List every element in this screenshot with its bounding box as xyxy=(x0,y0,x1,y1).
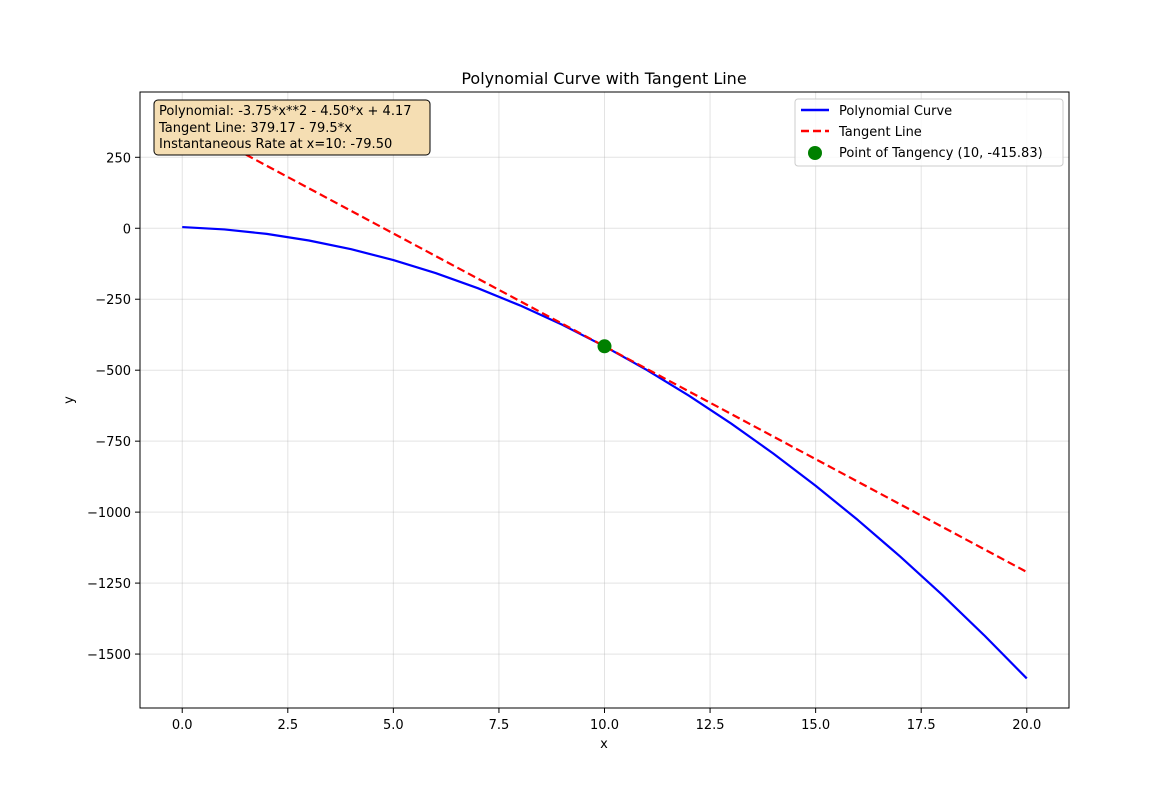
y-tick-label: −1250 xyxy=(87,577,131,592)
x-tick-label: 0.0 xyxy=(172,718,193,733)
y-tick-label: −1000 xyxy=(87,506,131,521)
series-layer xyxy=(181,119,1028,680)
legend: Polynomial Curve Tangent Line Point of T… xyxy=(794,98,1064,167)
x-tick-label: 7.5 xyxy=(489,718,510,733)
tangency-point xyxy=(597,339,612,354)
x-tick-label: 2.5 xyxy=(277,718,298,733)
x-tick-label: 12.5 xyxy=(696,718,725,733)
x-tick-label: 10.0 xyxy=(590,718,619,733)
legend-frame xyxy=(794,98,1064,167)
annotation-line-rate: Instantaneous Rate at x=10: -79.50 xyxy=(159,137,392,152)
y-tick-label: −750 xyxy=(95,435,131,450)
x-tick-label: 5.0 xyxy=(383,718,404,733)
annotation-box: Polynomial: -3.75*x**2 - 4.50*x + 4.17 T… xyxy=(153,99,431,156)
y-axis-label: y xyxy=(62,396,77,404)
y-tick-label: 0 xyxy=(123,222,131,237)
legend-label-tangent: Tangent Line xyxy=(838,125,922,140)
annotation-line-polynomial: Polynomial: -3.75*x**2 - 4.50*x + 4.17 xyxy=(159,104,412,119)
chart-title: Polynomial Curve with Tangent Line xyxy=(461,69,746,88)
x-tick-label: 20.0 xyxy=(1012,718,1041,733)
tangent-line xyxy=(181,119,1028,573)
y-tick-label: −250 xyxy=(95,293,131,308)
y-tick-label: −500 xyxy=(95,364,131,379)
x-tick-label: 17.5 xyxy=(907,718,936,733)
x-tick-label: 15.0 xyxy=(801,718,830,733)
tick-layer: 0.0 2.5 5.0 7.5 10.0 12.5 15.0 17.5 20.0 250 0 −250… xyxy=(87,151,1041,733)
y-tick-label: −1500 xyxy=(87,648,131,663)
annotation-background xyxy=(153,99,431,156)
legend-swatch-point xyxy=(808,146,822,160)
y-tick-label: 250 xyxy=(106,151,131,166)
legend-label-polynomial: Polynomial Curve xyxy=(839,104,952,119)
annotation-line-tangent: Tangent Line: 379.17 - 79.5*x xyxy=(158,121,352,136)
legend-label-point: Point of Tangency (10, -415.83) xyxy=(839,146,1043,161)
x-axis-label: x xyxy=(600,737,608,752)
